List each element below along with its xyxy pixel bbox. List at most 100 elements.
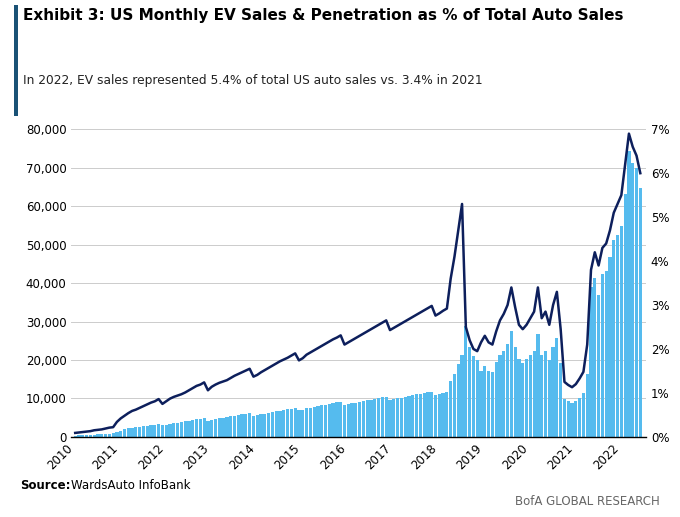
Bar [396, 398, 399, 437]
Bar [89, 435, 92, 437]
Bar [441, 393, 445, 437]
Bar [422, 393, 426, 437]
Bar [612, 240, 615, 437]
Bar [206, 421, 209, 437]
Bar [513, 347, 517, 437]
Bar [556, 338, 558, 437]
Bar [369, 400, 373, 437]
Bar [460, 355, 464, 437]
Bar [525, 359, 528, 437]
Bar [624, 194, 627, 437]
Text: BofA GLOBAL RESEARCH: BofA GLOBAL RESEARCH [515, 495, 660, 508]
Bar [286, 409, 289, 437]
Bar [313, 407, 316, 437]
Bar [551, 347, 555, 437]
Bar [464, 326, 467, 437]
Bar [172, 423, 175, 437]
Bar [453, 374, 456, 437]
Bar [335, 402, 339, 437]
Bar [214, 419, 217, 437]
Bar [241, 415, 243, 437]
Bar [116, 432, 118, 437]
Bar [544, 351, 547, 437]
Bar [532, 351, 536, 437]
Bar [282, 410, 286, 437]
Bar [256, 415, 259, 437]
Bar [392, 399, 395, 437]
Bar [233, 416, 236, 437]
Bar [537, 334, 539, 437]
Text: WardsAuto InfoBank: WardsAuto InfoBank [71, 479, 191, 492]
Bar [126, 429, 130, 437]
Bar [260, 415, 262, 437]
Bar [388, 400, 392, 437]
Bar [343, 405, 346, 437]
Bar [426, 392, 430, 437]
Bar [153, 424, 156, 437]
Bar [252, 416, 255, 437]
Bar [411, 396, 414, 437]
Bar [73, 436, 77, 437]
Bar [475, 360, 479, 437]
Bar [590, 287, 592, 437]
Bar [362, 401, 365, 437]
Bar [639, 188, 642, 437]
Bar [445, 392, 449, 437]
Bar [578, 398, 581, 437]
Bar [248, 413, 252, 437]
Bar [218, 418, 221, 437]
Bar [597, 295, 600, 437]
Bar [222, 418, 224, 437]
Bar [85, 435, 88, 437]
Bar [585, 374, 589, 437]
Bar [290, 409, 293, 437]
Bar [529, 355, 532, 437]
Text: Exhibit 3: US Monthly EV Sales & Penetration as % of Total Auto Sales: Exhibit 3: US Monthly EV Sales & Penetra… [23, 8, 624, 23]
Bar [631, 163, 634, 437]
Bar [97, 434, 99, 437]
Bar [297, 410, 301, 437]
Bar [487, 371, 490, 437]
Bar [498, 355, 502, 437]
Bar [403, 397, 407, 437]
Bar [347, 404, 350, 437]
Bar [354, 403, 358, 437]
Bar [563, 399, 566, 437]
Bar [472, 356, 475, 437]
Bar [358, 402, 361, 437]
Bar [540, 355, 543, 437]
Bar [119, 431, 122, 437]
Bar [324, 405, 327, 437]
Bar [385, 397, 388, 437]
Bar [184, 421, 187, 437]
Bar [263, 414, 267, 437]
Bar [237, 415, 240, 437]
Text: Source:: Source: [20, 479, 71, 492]
Bar [381, 398, 384, 437]
Bar [377, 398, 380, 437]
Bar [571, 403, 574, 437]
Bar [81, 435, 84, 437]
Bar [275, 412, 278, 437]
Bar [176, 422, 180, 437]
Bar [373, 399, 377, 437]
Bar [593, 278, 596, 437]
Bar [494, 362, 498, 437]
Bar [180, 422, 183, 437]
Text: In 2022, EV sales represented 5.4% of total US auto sales vs. 3.4% in 2021: In 2022, EV sales represented 5.4% of to… [23, 74, 483, 87]
Bar [150, 425, 152, 437]
Bar [619, 226, 623, 437]
Bar [616, 235, 619, 437]
Bar [131, 428, 134, 437]
Bar [502, 351, 505, 437]
Bar [415, 394, 418, 437]
Bar [582, 393, 585, 437]
Bar [123, 430, 126, 437]
Bar [100, 434, 103, 437]
Bar [430, 391, 433, 437]
Bar [267, 413, 270, 437]
Bar [438, 394, 441, 437]
Bar [271, 412, 274, 437]
Bar [195, 419, 198, 437]
Bar [457, 364, 460, 437]
